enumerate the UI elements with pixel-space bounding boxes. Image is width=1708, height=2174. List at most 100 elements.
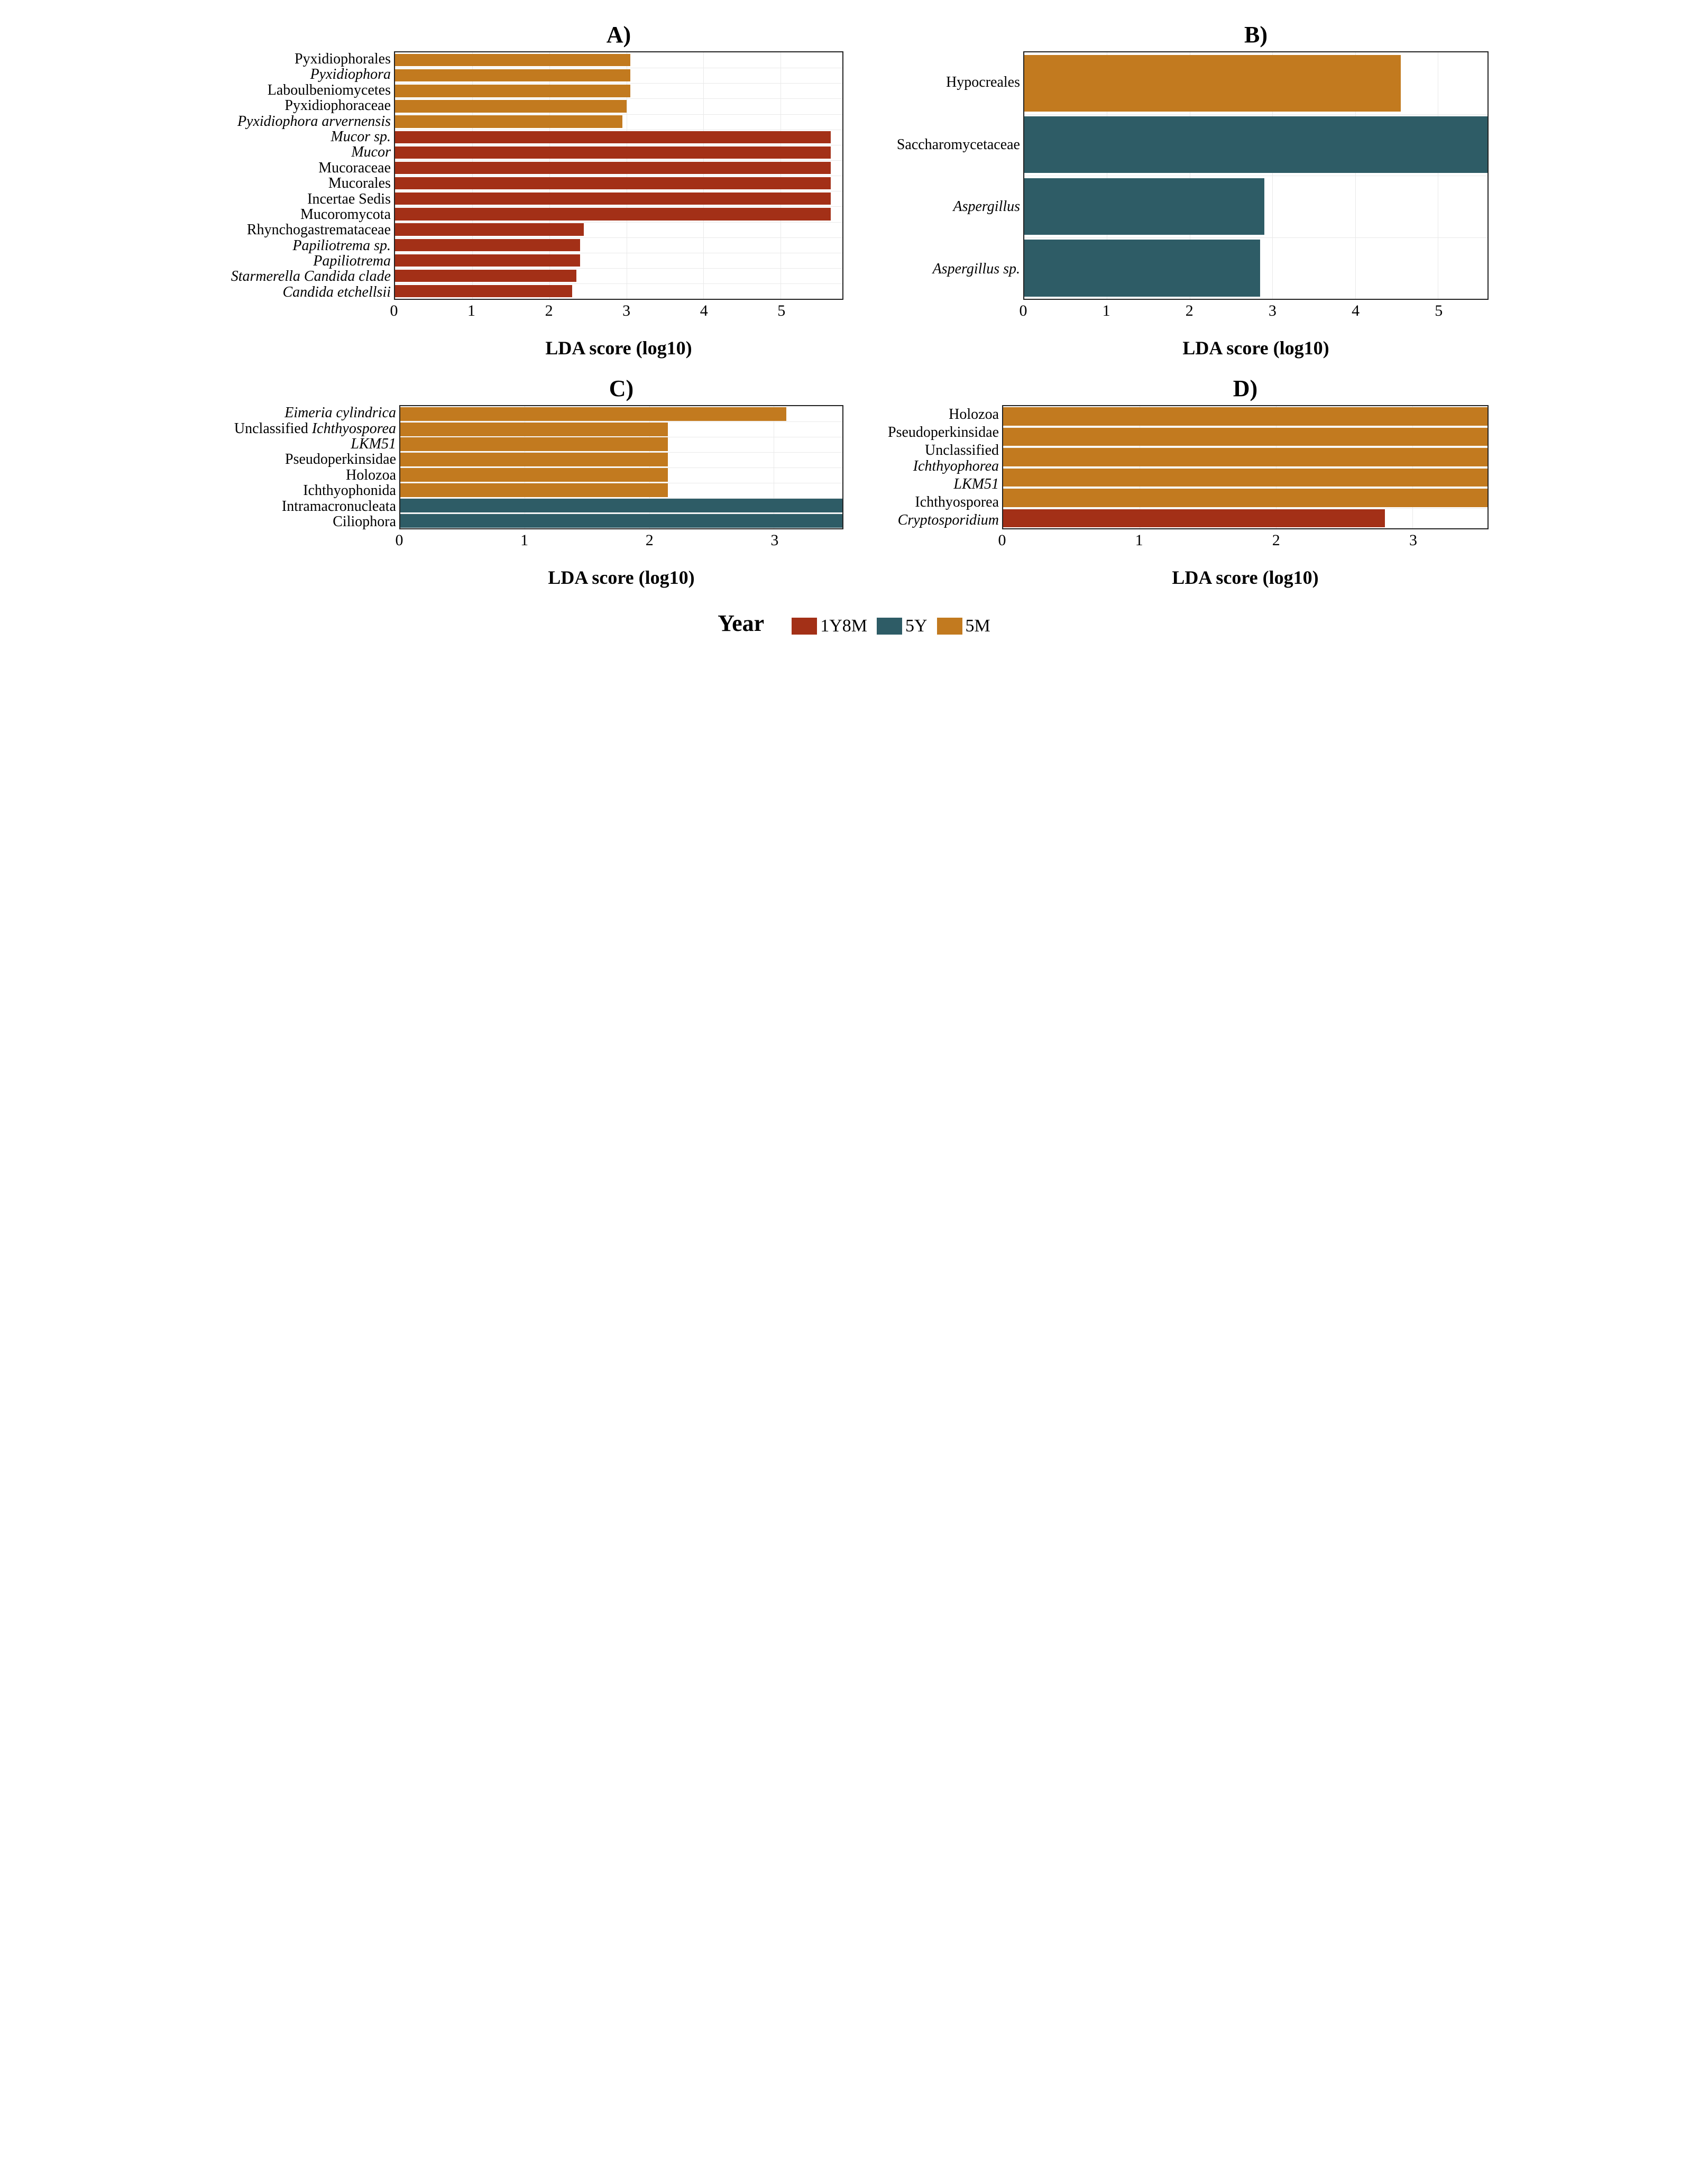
plot-area: [1023, 51, 1489, 300]
legend: Year 1Y8M 5Y 5M: [219, 610, 1489, 637]
x-tick-label: 2: [545, 302, 553, 320]
bar: [400, 468, 668, 482]
plot-wrap: HypocrealesSaccharomycetaceaeAspergillus…: [865, 51, 1489, 300]
y-tick-label: Hypocreales: [865, 75, 1020, 90]
y-axis-labels: HypocrealesSaccharomycetaceaeAspergillus…: [865, 51, 1023, 300]
plot-area: [394, 51, 843, 300]
y-tick-label: Rhynchogastremataceae: [219, 222, 391, 237]
bar: [395, 254, 580, 267]
x-tick-label: 0: [1020, 302, 1027, 320]
x-tick-label: 1: [1135, 531, 1143, 549]
panel-b: B) HypocrealesSaccharomycetaceaeAspergill…: [865, 21, 1489, 359]
x-tick-label: 3: [1269, 302, 1277, 320]
x-tick-label: 0: [390, 302, 398, 320]
y-tick-label: Ichthyosporea: [865, 494, 999, 510]
bar: [395, 54, 630, 66]
y-tick-label: LKM51: [219, 436, 396, 452]
legend-label: 5M: [966, 616, 990, 636]
legend-title: Year: [718, 610, 764, 636]
x-axis: 012345: [394, 300, 843, 318]
bar: [1024, 55, 1401, 112]
y-tick-label: Mucor sp.: [219, 129, 391, 144]
x-tick-label: 3: [622, 302, 630, 320]
y-tick-label: Eimeria cylindrica: [219, 405, 396, 420]
y-tick-label: Holozoa: [865, 407, 999, 422]
x-tick-label: 4: [700, 302, 708, 320]
y-tick-label: Ichthyophonida: [219, 483, 396, 498]
x-tick-label: 0: [396, 531, 403, 549]
y-tick-label: Pyxidiophorales: [219, 51, 391, 67]
x-tick-label: 1: [520, 531, 528, 549]
panel-title: D): [865, 375, 1489, 402]
y-axis-labels: Eimeria cylindricaUnclassified Ichthyosp…: [219, 405, 399, 529]
legend-label: 5Y: [905, 616, 928, 636]
bar: [400, 407, 786, 421]
bar: [395, 223, 584, 235]
bar: [395, 131, 831, 143]
y-tick-label: Papiliotrema sp.: [219, 238, 391, 253]
bar: [395, 285, 572, 297]
x-tick-label: 5: [1435, 302, 1443, 320]
plot-area: [399, 405, 843, 529]
bar: [400, 499, 842, 512]
bar: [1024, 178, 1264, 235]
bar: [395, 208, 831, 220]
x-tick-label: 5: [777, 302, 785, 320]
y-axis-labels: PyxidiophoralesPyxidiophoraLaboulbeniomy…: [219, 51, 394, 300]
y-tick-label: Pyxidiophora: [219, 67, 391, 82]
x-tick-label: 3: [1409, 531, 1417, 549]
legend-swatch: [877, 618, 902, 635]
x-axis-label: LDA score (log10): [1002, 566, 1489, 589]
bar: [1003, 407, 1487, 426]
bar: [1003, 509, 1385, 528]
y-tick-label: Incertae Sedis: [219, 191, 391, 207]
x-tick-label: 1: [467, 302, 475, 320]
x-axis-label: LDA score (log10): [1023, 337, 1489, 359]
legend-swatch: [937, 618, 962, 635]
bar: [395, 100, 627, 112]
y-tick-label: Holozoa: [219, 467, 396, 483]
panel-c: C)Eimeria cylindricaUnclassified Ichthyo…: [219, 375, 843, 589]
bar: [1003, 489, 1487, 507]
x-tick-label: 3: [770, 531, 778, 549]
bar: [1003, 469, 1487, 487]
bar: [395, 115, 622, 127]
y-tick-label: Mucorales: [219, 176, 391, 191]
panel-title: A): [219, 21, 843, 48]
y-tick-label: Cryptosporidium: [865, 512, 999, 528]
bar: [400, 483, 668, 497]
bar: [395, 146, 831, 159]
legend-label: 1Y8M: [820, 616, 867, 636]
x-axis-label: LDA score (log10): [399, 566, 843, 589]
x-tick-label: 0: [998, 531, 1006, 549]
bar: [395, 85, 630, 97]
bar: [400, 514, 842, 528]
y-tick-label: Pseudoperkinsidae: [865, 425, 999, 440]
x-axis: 012345: [1023, 300, 1489, 318]
bar: [1024, 240, 1260, 296]
y-tick-label: Pyxidiophoraceae: [219, 98, 391, 113]
y-axis-labels: Holozoa Pseudoperkinsidae UnclassifiedIcht…: [865, 405, 1002, 529]
bar: [1024, 116, 1487, 173]
y-tick-label: UnclassifiedIchthyophorea: [865, 443, 999, 474]
bar: [395, 69, 630, 81]
x-tick-label: 4: [1352, 302, 1360, 320]
x-axis-label: LDA score (log10): [394, 337, 843, 359]
y-tick-label: Laboulbeniomycetes: [219, 82, 391, 98]
legend-swatch: [792, 618, 817, 635]
bar: [395, 239, 580, 251]
y-tick-label: Pyxidiophora arvernensis: [219, 114, 391, 129]
panel-title: B): [865, 21, 1489, 48]
y-tick-label: Aspergillus: [865, 199, 1020, 214]
y-tick-label: Starmerella Candida clade: [219, 269, 391, 284]
y-tick-label: Papiliotrema: [219, 253, 391, 269]
y-tick-label: Candida etchellsii: [219, 285, 391, 300]
y-tick-label: Mucoraceae: [219, 160, 391, 176]
bar: [400, 423, 668, 436]
y-tick-label: Ciliophora: [219, 514, 396, 529]
x-tick-label: 2: [646, 531, 654, 549]
bar: [1003, 448, 1487, 466]
bar: [395, 270, 576, 282]
y-tick-label: LKM51: [865, 476, 999, 492]
bar: [400, 453, 668, 466]
